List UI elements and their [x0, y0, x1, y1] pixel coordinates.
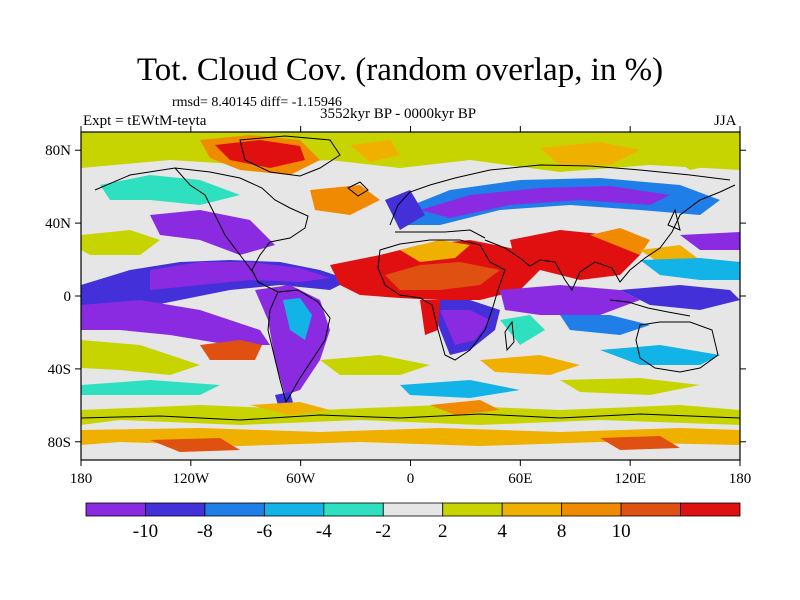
latitude-axis: 80N 40N 0 40S 80S: [45, 143, 746, 451]
colorbar-segment: [145, 502, 206, 517]
colorbar-label: 2: [438, 521, 448, 542]
period-label: 3552kyr BP - 0000kyr BP: [320, 106, 477, 122]
anomaly-field: [81, 132, 740, 460]
colorbar-segment: [263, 502, 325, 517]
lon-tick-label: 60E: [508, 471, 532, 487]
lon-tick-label: 60W: [286, 471, 316, 487]
lat-tick-label: 80S: [48, 435, 71, 451]
colorbar-label: -2: [375, 521, 391, 542]
coastlines: [81, 135, 740, 421]
lon-tick-label: 120E: [614, 471, 646, 487]
lon-tick-label: 180: [729, 471, 752, 487]
longitude-axis: 180 120W 60W 0 60E 120E 180: [70, 126, 752, 487]
map-title: Tot. Cloud Cov. (random overlap, in %): [136, 52, 664, 88]
colorbar-label: 10: [612, 521, 631, 542]
colorbar-label: -6: [256, 521, 272, 542]
lat-tick-label: 0: [64, 289, 72, 305]
colorbar-segment: [85, 502, 146, 517]
lat-tick-label: 80N: [45, 143, 71, 159]
lat-tick-label: 40S: [48, 362, 71, 378]
colorbar-segment: [382, 502, 444, 517]
lat-tick-label: 40N: [45, 216, 71, 232]
colorbar-segment: [323, 502, 384, 517]
lon-tick-label: 180: [70, 471, 93, 487]
colorbar-segment: [442, 502, 503, 517]
colorbar-label: -4: [316, 521, 332, 542]
colorbar-label: 4: [497, 521, 507, 542]
lon-tick-label: 0: [407, 471, 415, 487]
colorbar-segment: [620, 502, 681, 517]
stats-text: rmsd= 8.40145 diff= -1.15946: [172, 95, 342, 110]
colorbar-label: 8: [557, 521, 567, 542]
colorbar-label: -8: [197, 521, 213, 542]
colorbar-segment: [501, 502, 563, 517]
season-label: JJA: [714, 113, 737, 129]
colorbar-segment: [204, 502, 265, 517]
colorbar-segment: [680, 502, 741, 517]
colorbar-label: -10: [133, 521, 158, 542]
lon-tick-label: 120W: [172, 471, 210, 487]
experiment-label: Expt = tEWtM-tevta: [83, 113, 207, 129]
colorbar: -10 -8 -6 -4 -2 2 4 8 10: [85, 502, 741, 542]
colorbar-segment: [561, 502, 622, 517]
